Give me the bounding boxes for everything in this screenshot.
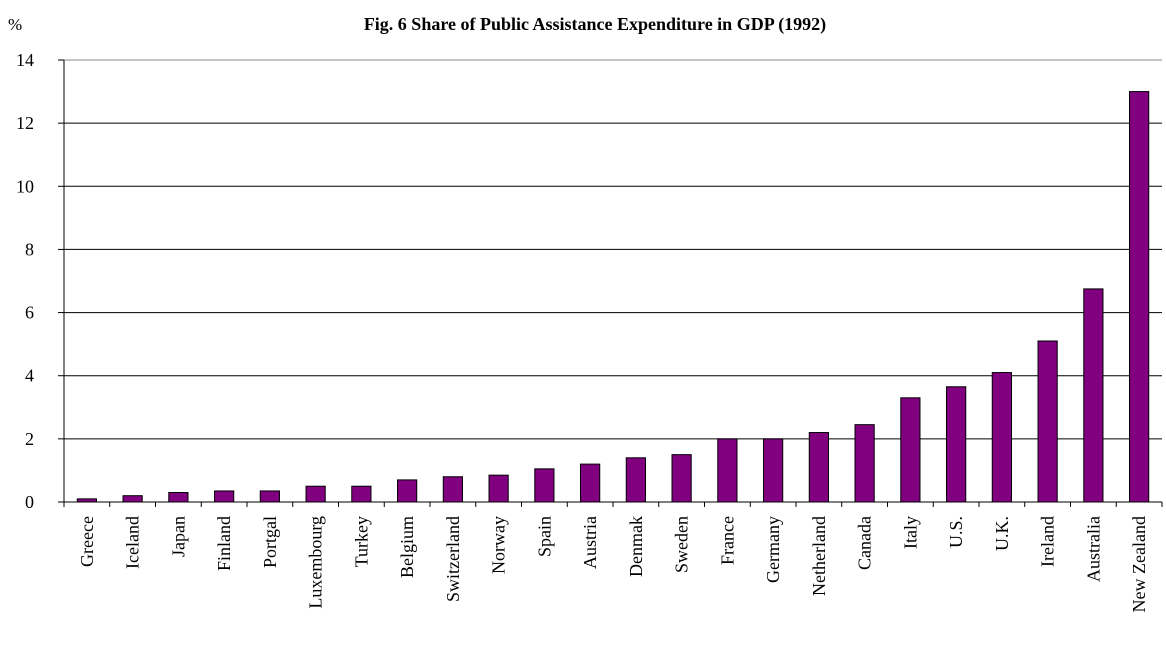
x-tick-labels: Greece Iceland Japan Finland Portgal Luxembou… xyxy=(77,516,1149,612)
bar xyxy=(397,479,418,503)
chart-title: Fig. 6 Share of Public Assistance Expend… xyxy=(364,14,826,35)
x-tick-label: Denmak xyxy=(626,516,646,577)
x-tick-label: Ireland xyxy=(1038,516,1058,567)
bar xyxy=(625,457,646,503)
x-tick-label: Germany xyxy=(763,516,783,583)
bar xyxy=(900,397,921,503)
y-unit-label: % xyxy=(8,15,22,34)
y-tick-label: 14 xyxy=(16,50,34,70)
bar xyxy=(854,424,875,503)
x-tick-label: Belgium xyxy=(397,516,417,578)
bar xyxy=(168,492,189,503)
bar xyxy=(946,386,967,503)
x-tick-label: Portgal xyxy=(260,516,280,568)
bar xyxy=(122,495,143,503)
bar xyxy=(351,485,372,503)
bar xyxy=(1037,340,1058,503)
gridlines xyxy=(64,59,1162,440)
y-tick-label: 12 xyxy=(16,113,34,133)
y-tick-label: 4 xyxy=(25,366,34,386)
x-tick-label: Italy xyxy=(900,516,920,549)
x-tick-label: Luxembourg xyxy=(306,516,326,609)
bar xyxy=(214,490,235,503)
x-tick-label: U.S. xyxy=(946,516,966,548)
y-tick-label: 0 xyxy=(25,492,34,512)
x-tick-label: Austria xyxy=(580,516,600,569)
y-tick-label: 2 xyxy=(25,429,34,449)
y-tick-label: 8 xyxy=(25,239,34,259)
x-tick-label: New Zealand xyxy=(1129,516,1149,612)
bar xyxy=(763,438,784,503)
bar xyxy=(259,490,280,503)
x-tick-label: Sweden xyxy=(672,516,692,573)
x-tick-label: U.K. xyxy=(992,516,1012,551)
x-tick-label: Spain xyxy=(534,516,554,557)
x-tick-label: Australia xyxy=(1083,516,1103,582)
x-tick-label: Finland xyxy=(214,516,234,571)
x-tick-label: Netherland xyxy=(809,516,829,596)
x-tick-label: France xyxy=(717,516,737,565)
bar xyxy=(580,463,601,503)
y-tick-label: 6 xyxy=(25,303,34,323)
x-tick-label: Greece xyxy=(77,516,97,567)
x-tick-label: Switzerland xyxy=(443,516,463,602)
bar xyxy=(1129,91,1150,503)
bar xyxy=(1083,288,1104,503)
y-tick-labels: 0 2 4 6 8 10 12 14 xyxy=(16,50,34,512)
bar xyxy=(671,454,692,503)
y-tick-label: 10 xyxy=(16,176,34,196)
bars xyxy=(76,91,1150,503)
x-tick-label: Canada xyxy=(855,516,875,570)
bar xyxy=(717,438,738,503)
bar xyxy=(488,474,509,503)
axes xyxy=(58,59,1163,507)
x-tick-label: Turkey xyxy=(351,516,371,567)
x-tick-label: Japan xyxy=(168,516,188,557)
x-tick-label: Iceland xyxy=(123,516,143,569)
bar xyxy=(808,432,829,503)
x-tick-label: Norway xyxy=(489,516,509,574)
bar xyxy=(442,476,463,503)
bar xyxy=(534,468,555,503)
bar xyxy=(305,485,326,503)
bar xyxy=(991,372,1012,503)
